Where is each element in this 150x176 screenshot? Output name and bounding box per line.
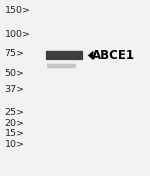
Text: 20>: 20>	[4, 119, 24, 128]
Text: 37>: 37>	[4, 85, 25, 94]
Polygon shape	[88, 51, 93, 60]
FancyBboxPatch shape	[47, 64, 76, 68]
FancyBboxPatch shape	[46, 51, 83, 60]
Text: 100>: 100>	[4, 30, 30, 39]
Text: 25>: 25>	[4, 108, 24, 117]
Text: 75>: 75>	[4, 49, 24, 58]
Text: 15>: 15>	[4, 129, 24, 138]
Text: 150>: 150>	[4, 6, 30, 15]
Text: 50>: 50>	[4, 68, 24, 78]
Text: ABCE1: ABCE1	[92, 49, 135, 62]
Text: 10>: 10>	[4, 140, 24, 149]
